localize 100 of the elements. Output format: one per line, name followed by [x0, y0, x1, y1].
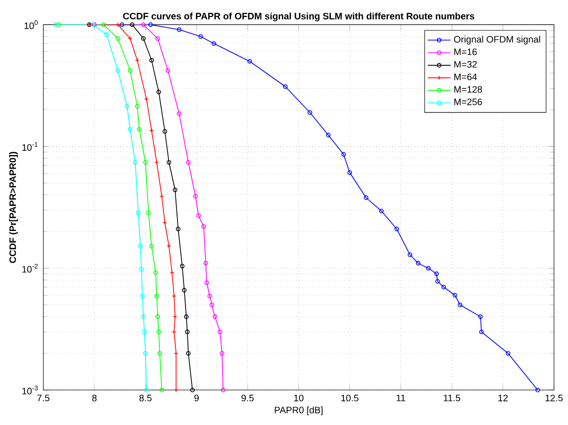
- point: [146, 210, 151, 215]
- point: [186, 160, 191, 164]
- point: [158, 350, 162, 356]
- point: [176, 226, 180, 232]
- point: [186, 350, 191, 356]
- point: [166, 160, 172, 164]
- point: [116, 68, 120, 73]
- point: [176, 111, 182, 116]
- point: [149, 58, 154, 62]
- y-axis-title: CCDF (Pr[PAPR>PAPR0]): [9, 152, 18, 263]
- point: [135, 104, 140, 108]
- x-tick-label: 8.5: [139, 394, 152, 402]
- point: [220, 350, 224, 356]
- point: [154, 294, 159, 298]
- point: [441, 284, 446, 290]
- legend-label: M=64: [454, 73, 477, 80]
- point: [247, 58, 252, 64]
- point: [128, 126, 132, 132]
- x-tick-label: 12.5: [546, 394, 563, 402]
- point: [212, 314, 218, 319]
- point: [136, 210, 141, 215]
- legend-label: Orignal OFDM signal: [454, 36, 540, 44]
- point: [101, 22, 106, 27]
- point: [203, 260, 208, 266]
- point: [479, 329, 484, 334]
- legend-label: M=256: [454, 98, 482, 106]
- point: [140, 294, 145, 298]
- point: [196, 213, 201, 218]
- point: [116, 36, 120, 41]
- point: [341, 152, 346, 157]
- x-tick-label: 11.5: [444, 394, 460, 402]
- point: [408, 252, 412, 257]
- point: [212, 41, 216, 46]
- point: [149, 244, 154, 248]
- x-tick-label: 8: [92, 394, 97, 402]
- point: [156, 329, 162, 334]
- point: [153, 270, 158, 275]
- point: [137, 126, 142, 132]
- point: [180, 264, 184, 268]
- point: [193, 194, 198, 198]
- point: [434, 271, 439, 276]
- point: [185, 329, 190, 334]
- point: [148, 22, 153, 27]
- point: [139, 266, 144, 272]
- point: [347, 170, 352, 175]
- point: [143, 160, 148, 164]
- x-tick-label: 12: [498, 394, 508, 402]
- point: [132, 160, 138, 164]
- y-tick-label: 10$^{-2}$: [22, 264, 38, 272]
- point: [130, 22, 134, 27]
- point: [166, 68, 170, 73]
- point: [143, 350, 148, 356]
- point: [218, 329, 222, 334]
- x-tick-label: 10: [294, 394, 304, 402]
- x-tick-label: 7.5: [37, 394, 50, 402]
- point: [201, 224, 206, 229]
- point: [138, 244, 143, 248]
- legend-label: M=16: [454, 48, 477, 55]
- y-tick-label: 10$^{0}$: [24, 20, 38, 29]
- x-tick-label: 11: [396, 394, 406, 401]
- point: [478, 314, 483, 319]
- point: [128, 68, 132, 73]
- chart-title: CCDF curves of PAPR of OFDM signal Using SLM with different Route numbers: [123, 12, 474, 22]
- point: [124, 104, 130, 108]
- point: [155, 36, 160, 41]
- point: [170, 270, 174, 275]
- point: [155, 314, 160, 319]
- point: [104, 32, 109, 37]
- point: [204, 280, 210, 285]
- point: [142, 329, 147, 334]
- point: [184, 314, 189, 319]
- point: [172, 187, 178, 192]
- x-tick-label: 9: [194, 394, 199, 402]
- point: [379, 208, 384, 214]
- point: [416, 260, 420, 266]
- point: [210, 302, 214, 307]
- point: [326, 132, 331, 138]
- point: [156, 90, 162, 94]
- y-tick-label: 10$^{-3}$: [22, 385, 38, 394]
- x-axis-title: PAPR0 [dB]: [274, 406, 323, 416]
- point: [176, 27, 182, 32]
- point: [198, 34, 203, 39]
- point: [452, 292, 458, 298]
- legend-label: M=32: [454, 60, 477, 68]
- x-tick-label: 10.5: [341, 394, 358, 402]
- point: [308, 110, 312, 115]
- point: [435, 278, 440, 284]
- point: [141, 36, 146, 41]
- point: [141, 314, 146, 319]
- point: [394, 226, 399, 232]
- point: [208, 294, 212, 298]
- point: [128, 36, 132, 41]
- point: [364, 195, 368, 200]
- point: [506, 350, 510, 356]
- point: [458, 302, 462, 307]
- point: [162, 128, 168, 134]
- y-tick-label: 10$^{-1}$: [22, 142, 38, 151]
- x-tick-label: 9.5: [242, 394, 254, 402]
- legend-label: M=128: [454, 86, 482, 93]
- point: [283, 84, 288, 89]
